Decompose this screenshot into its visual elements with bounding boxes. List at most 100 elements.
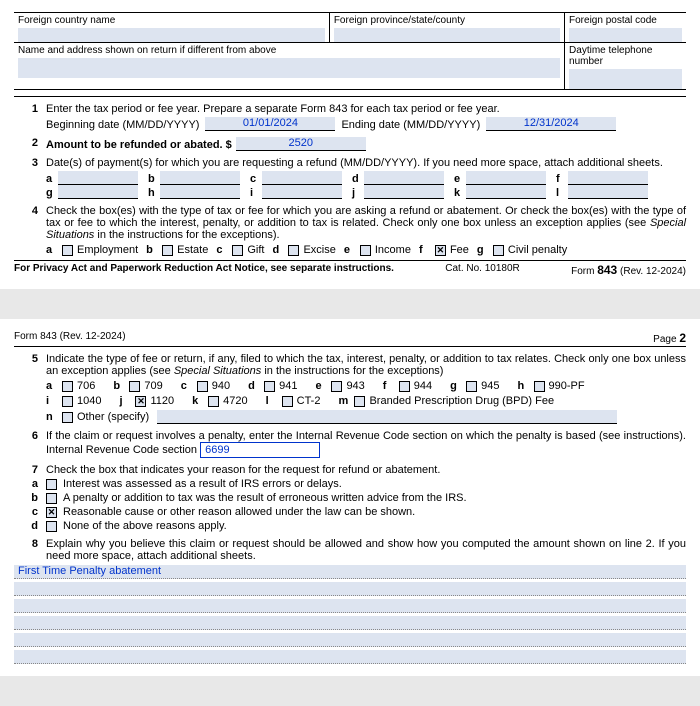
checkbox-5f[interactable] xyxy=(399,381,410,392)
daytime-phone-input[interactable] xyxy=(569,69,682,89)
name-address-row: Name and address shown on return if diff… xyxy=(14,43,686,90)
name-address-label: Name and address shown on return if diff… xyxy=(18,45,276,56)
tax-type-fee: f✕Fee xyxy=(419,244,469,256)
checkbox-5c[interactable] xyxy=(197,381,208,392)
reason-b: bA penalty or addition to tax was the re… xyxy=(14,492,686,504)
payment-k-input[interactable] xyxy=(466,185,546,199)
foreign-province-cell: Foreign province/state/county xyxy=(330,13,565,42)
reason-checkbox-a[interactable] xyxy=(46,479,57,490)
line-5-num: 5 xyxy=(14,353,46,424)
checkbox-b[interactable] xyxy=(162,245,173,256)
payment-i-input[interactable] xyxy=(262,185,342,199)
reason-c: c✕Reasonable cause or other reason allow… xyxy=(14,506,686,518)
return-type-709: b709 xyxy=(113,380,162,392)
explanation-line-5[interactable] xyxy=(14,633,686,647)
other-checkbox[interactable] xyxy=(62,412,73,423)
payment-f-input[interactable] xyxy=(568,171,648,185)
checkbox-g[interactable] xyxy=(493,245,504,256)
line-2-num: 2 xyxy=(14,137,46,151)
line-2-input[interactable]: 2520 xyxy=(236,137,366,151)
return-type-ct-2: lCT-2 xyxy=(266,395,321,407)
payment-j: j xyxy=(352,185,444,199)
foreign-address-row: Foreign country name Foreign province/st… xyxy=(14,12,686,43)
form-page-2: Form 843 (Rev. 12-2024) Page 2 5 Indicat… xyxy=(0,319,700,676)
page-2-header: Form 843 (Rev. 12-2024) Page 2 xyxy=(14,331,686,347)
name-address-input[interactable] xyxy=(18,58,560,78)
payment-l-input[interactable] xyxy=(568,185,648,199)
payment-g-input[interactable] xyxy=(58,185,138,199)
reason-checkbox-c[interactable]: ✕ xyxy=(46,507,57,518)
irc-section-input[interactable]: 6699 xyxy=(200,442,320,458)
return-type-4720: k4720 xyxy=(192,395,247,407)
return-type-944: f944 xyxy=(383,380,432,392)
payment-d: d xyxy=(352,171,444,185)
return-type-1120: j✕1120 xyxy=(119,395,174,407)
checkbox-5h[interactable] xyxy=(534,381,545,392)
end-date-input[interactable]: 12/31/2024 xyxy=(486,117,616,131)
checkbox-5i[interactable] xyxy=(62,396,73,407)
begin-date-input[interactable]: 01/01/2024 xyxy=(205,117,335,131)
payment-b-input[interactable] xyxy=(160,171,240,185)
return-type-943: e943 xyxy=(315,380,364,392)
payment-d-input[interactable] xyxy=(364,171,444,185)
checkbox-5j[interactable]: ✕ xyxy=(135,396,146,407)
reason-checkbox-d[interactable] xyxy=(46,521,57,532)
explanation-line-1[interactable]: First Time Penalty abatement xyxy=(14,565,686,579)
explanation-line-4[interactable] xyxy=(14,616,686,630)
line-7: 7 Check the box that indicates your reas… xyxy=(14,464,686,476)
return-type-990-pf: h990-PF xyxy=(518,380,585,392)
payment-g: g xyxy=(46,185,138,199)
foreign-postal-input[interactable] xyxy=(569,28,682,42)
checkbox-5e[interactable] xyxy=(331,381,342,392)
form-page-1: Foreign country name Foreign province/st… xyxy=(0,0,700,289)
checkbox-5b[interactable] xyxy=(129,381,140,392)
checkbox-5d[interactable] xyxy=(264,381,275,392)
line-4: 4 Check the box(es) with the type of tax… xyxy=(14,205,686,256)
reason-checkbox-b[interactable] xyxy=(46,493,57,504)
payment-a-input[interactable] xyxy=(58,171,138,185)
line-1: 1 Enter the tax period or fee year. Prep… xyxy=(14,103,686,131)
line-5-text2: in the instructions for the exceptions) xyxy=(261,365,443,377)
checkbox-f[interactable]: ✕ xyxy=(435,245,446,256)
line-3-text: Date(s) of payment(s) for which you are … xyxy=(46,157,686,169)
payment-h-input[interactable] xyxy=(160,185,240,199)
page-2-hdr-right: Page 2 xyxy=(653,331,686,345)
explanation-line-3[interactable] xyxy=(14,599,686,613)
tax-type-gift: cGift xyxy=(216,244,264,256)
explanation-line-2[interactable] xyxy=(14,582,686,596)
checkbox-5a[interactable] xyxy=(62,381,73,392)
checkbox-e[interactable] xyxy=(360,245,371,256)
checkbox-5k[interactable] xyxy=(208,396,219,407)
checkbox-5g[interactable] xyxy=(466,381,477,392)
checkbox-c[interactable] xyxy=(232,245,243,256)
payment-c-input[interactable] xyxy=(262,171,342,185)
begin-date-label: Beginning date (MM/DD/YYYY) xyxy=(46,119,199,131)
checkbox-5m[interactable] xyxy=(354,396,365,407)
checkbox-a[interactable] xyxy=(62,245,73,256)
return-type-706: a706 xyxy=(46,380,95,392)
line-4-options: aEmploymentbEstatecGiftdExciseeIncomef✕F… xyxy=(46,244,686,256)
foreign-province-input[interactable] xyxy=(334,28,560,42)
line-8-text: Explain why you believe this claim or re… xyxy=(46,538,686,562)
foreign-country-input[interactable] xyxy=(18,28,325,42)
footer-catno: Cat. No. 10180R xyxy=(445,263,520,277)
payment-j-input[interactable] xyxy=(364,185,444,199)
checkbox-5l[interactable] xyxy=(282,396,293,407)
foreign-country-cell: Foreign country name xyxy=(14,13,330,42)
footer-form: Form 843 (Rev. 12-2024) xyxy=(571,263,686,277)
explanation-line-6[interactable] xyxy=(14,650,686,664)
return-type-945: g945 xyxy=(450,380,499,392)
line-6-num: 6 xyxy=(14,430,46,458)
checkbox-d[interactable] xyxy=(288,245,299,256)
payment-e-input[interactable] xyxy=(466,171,546,185)
payment-c: c xyxy=(250,171,342,185)
tax-type-civil-penalty: gCivil penalty xyxy=(477,244,567,256)
reason-d: dNone of the above reasons apply. xyxy=(14,520,686,532)
line-2: 2 Amount to be refunded or abated. $ 252… xyxy=(14,137,686,151)
line-8: 8 Explain why you believe this claim or … xyxy=(14,538,686,562)
other-specify-input[interactable] xyxy=(157,410,617,424)
page-1-footer: For Privacy Act and Paperwork Reduction … xyxy=(14,260,686,277)
line-1-text: Enter the tax period or fee year. Prepar… xyxy=(46,103,686,115)
payment-i: i xyxy=(250,185,342,199)
payment-f: f xyxy=(556,171,648,185)
